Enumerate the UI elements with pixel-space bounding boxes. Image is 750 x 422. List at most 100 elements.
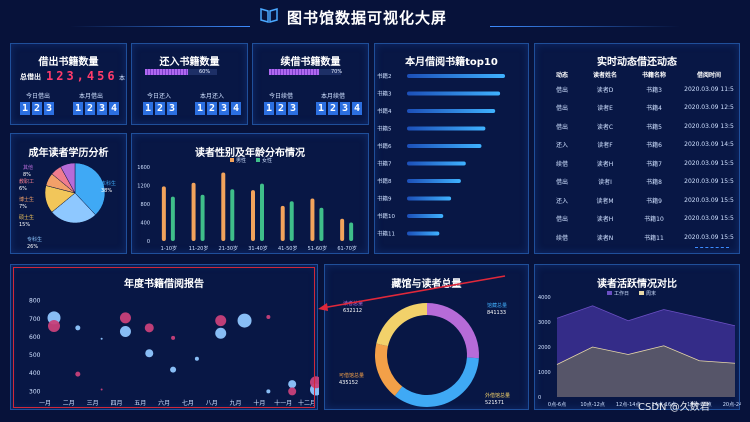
- table-cell: 还入: [555, 197, 568, 205]
- bar: [407, 126, 486, 131]
- data-label: 7%: [19, 204, 27, 210]
- annual-chart: 300 400 500 600 700 800 一月 二月 三月 四月 五月 六月 七月 八月 九月 十月 十一…: [29, 298, 319, 407]
- live-table: 动态 读者姓名 书籍名称 借阅时间 借出 读者D 书籍3 2020.03.09 11:…: [545, 68, 741, 247]
- data-label: 632112: [343, 308, 362, 314]
- tick-label: 书籍5: [377, 125, 392, 133]
- page-title: 图书馆数据可视化大屏: [287, 9, 448, 27]
- bar: [349, 222, 354, 241]
- table-row: 借出 读者D 书籍3 2020.03.09 11:5: [545, 80, 741, 99]
- table-cell: 读者E: [597, 105, 613, 113]
- table-cell: 书籍4: [646, 105, 662, 113]
- scatter-point: [100, 337, 103, 340]
- tick-label: 2000: [538, 345, 551, 351]
- table-cell: 2020.03.09 15:5: [684, 233, 734, 241]
- tick-label: 四月: [110, 400, 122, 407]
- tick-label: 1-10岁: [161, 245, 177, 252]
- scatter-point: [288, 380, 297, 389]
- tick-label: 12点-14点: [616, 402, 641, 408]
- pie-slice: [60, 162, 76, 194]
- series-line: [556, 345, 736, 365]
- column-header: 借阅时间: [696, 71, 721, 79]
- scatter-point: [119, 325, 131, 337]
- column-header: 动态: [555, 71, 568, 79]
- gender-age-title: 读者性别及年龄分布情况: [195, 148, 305, 159]
- legend-swatch: [607, 291, 612, 295]
- header-line-right: [490, 26, 680, 27]
- scatter-point: [145, 349, 154, 358]
- digit: 2: [328, 102, 338, 115]
- data-label: 38%: [101, 188, 112, 194]
- gender-age-panel: 读者性别及年龄分布情况 0 400 800 1200 1600 男性 女性 1-10岁 11-2…: [131, 133, 369, 254]
- tick-label: 10点-12点: [580, 402, 605, 408]
- legend-label: 本科生: [101, 180, 116, 187]
- table-cell: 2020.03.09 15:5: [684, 178, 734, 186]
- tick-label: 3000: [538, 320, 551, 326]
- table-cell: 书籍3: [646, 86, 662, 94]
- top10-chart: 书籍2 书籍3 书籍4 书籍5 书籍6 书籍7 书籍8 书籍9 书籍10 书籍11: [377, 72, 505, 238]
- borrow-today-label: 今日借出: [26, 93, 51, 100]
- table-cell: 2020.03.09 13:5: [684, 122, 734, 130]
- tick-label: 0点-6点: [548, 402, 566, 408]
- tick-label: 书籍6: [377, 142, 392, 150]
- watermark: CSDN @久数君: [638, 402, 710, 413]
- table-cell: 书籍11: [644, 234, 664, 242]
- table-cell: 读者N: [596, 234, 614, 242]
- renew-progress-label: 70%: [331, 69, 343, 75]
- series-line: [556, 305, 736, 327]
- returned-today-digits: 1 2 3: [143, 102, 177, 115]
- table-cell: 借出: [555, 123, 568, 131]
- gender-age-chart: 0 400 800 1200 1600 男性 女性 1-10岁 11-20岁 21-30岁 31-4…: [137, 157, 357, 252]
- header: 图书馆数据可视化大屏: [0, 0, 750, 40]
- tick-label: 800: [140, 202, 150, 208]
- tick-label: 41-50岁: [278, 245, 298, 252]
- table-cell: 书籍10: [644, 216, 664, 224]
- tick-label: 书籍9: [377, 195, 392, 203]
- tick-label: 六月: [158, 399, 170, 407]
- digit: 1: [20, 102, 30, 115]
- digit: 1: [143, 102, 153, 115]
- highlight-box: [13, 267, 315, 408]
- tick-label: 800: [29, 298, 41, 305]
- digit: 1: [195, 102, 205, 115]
- table-row: 借出 读者C 书籍5 2020.03.09 13:5: [545, 117, 741, 136]
- donut-slice: [376, 303, 427, 347]
- scatter-point: [170, 366, 177, 373]
- table-cell: 2020.03.09 15:5: [684, 215, 734, 223]
- scatter-point: [75, 325, 81, 331]
- tick-label: 51-60岁: [308, 245, 328, 252]
- live-title: 实时动态借还动态: [597, 57, 677, 68]
- legend-label: 专科生: [27, 236, 42, 243]
- tick-label: 4000: [538, 295, 551, 301]
- tick-label: 书籍11: [377, 230, 395, 238]
- tick-label: 书籍2: [377, 72, 392, 80]
- tick-label: 16点-20点: [687, 402, 712, 408]
- donut-slice: [375, 343, 403, 396]
- borrow-total-unit: 本: [119, 75, 126, 82]
- borrow-month-digits: 1 2 3 4: [73, 102, 119, 115]
- scatter-point: [266, 389, 271, 394]
- tick-label: 十二月: [298, 399, 316, 407]
- pie-slice: [51, 192, 96, 224]
- scatter-point: [215, 327, 227, 339]
- education-title: 成年读者学历分析: [28, 148, 109, 159]
- table-header-row: 动态 读者姓名 书籍名称 借阅时间: [545, 68, 741, 80]
- digit: 4: [352, 102, 362, 115]
- tick-label: 九月: [230, 399, 242, 407]
- table-row: 续借 读者N 书籍11 2020.03.09 15:5: [545, 228, 741, 247]
- tick-label: 书籍4: [377, 107, 392, 115]
- activity-panel: 读者活跃情况对比 0 1000 2000 3000 4000 工作日 周末 0点-6点 10点-…: [534, 264, 741, 410]
- table-cell: 借出: [555, 105, 568, 113]
- table-cell: 续借: [555, 160, 568, 168]
- data-label: 15%: [19, 222, 30, 228]
- column-header: 书籍名称: [641, 71, 666, 79]
- legend-label: 教职工: [19, 178, 34, 185]
- table-cell: 读者F: [597, 142, 613, 150]
- bar: [310, 198, 315, 241]
- digit: 3: [97, 102, 107, 115]
- bar: [191, 182, 196, 241]
- tick-label: 一月: [39, 400, 51, 407]
- returned-month-label: 本月还入: [200, 93, 225, 100]
- borrow-month-label: 本月借出: [79, 93, 104, 100]
